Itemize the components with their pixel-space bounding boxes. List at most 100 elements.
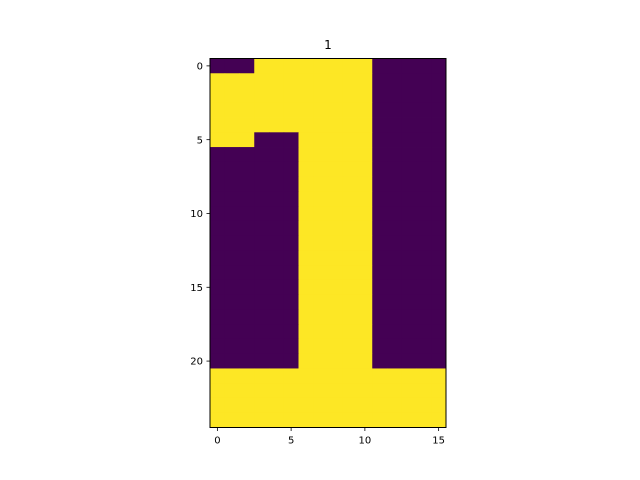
- heatmap-cell: [313, 117, 329, 133]
- heatmap-cell: [239, 279, 255, 296]
- heatmap-cell: [387, 338, 403, 355]
- heatmap-cell: [401, 397, 417, 414]
- heatmap-cell: [283, 176, 299, 192]
- heatmap-cell: [357, 161, 373, 177]
- heatmap-cell: [401, 383, 417, 399]
- heatmap-cell: [431, 412, 447, 428]
- heatmap-cell: [298, 147, 314, 163]
- heatmap-cell: [387, 132, 403, 148]
- heatmap-cell: [416, 132, 432, 148]
- heatmap-cell: [401, 235, 417, 251]
- heatmap-cell: [357, 191, 373, 207]
- heatmap-cell: [269, 397, 285, 414]
- heatmap-cell: [269, 412, 285, 428]
- heatmap-cell: [387, 324, 403, 340]
- heatmap-cell: [239, 265, 255, 281]
- heatmap-cell: [431, 102, 447, 118]
- heatmap-cell: [254, 132, 270, 148]
- heatmap-cell: [224, 161, 240, 177]
- heatmap-cell: [269, 102, 285, 118]
- heatmap-cell: [401, 147, 417, 163]
- heatmap-cell: [239, 132, 255, 148]
- heatmap-cell: [254, 235, 270, 251]
- heatmap-cell: [357, 250, 373, 266]
- heatmap-cell: [298, 412, 314, 428]
- heatmap-cell: [372, 294, 388, 310]
- heatmap-cell: [313, 147, 329, 163]
- heatmap-cell: [372, 58, 388, 74]
- heatmap-cell: [328, 88, 344, 104]
- heatmap-cell: [372, 88, 388, 104]
- heatmap-cell: [313, 309, 329, 325]
- heatmap-cell: [283, 191, 299, 207]
- heatmap-cell: [298, 397, 314, 414]
- heatmap-cell: [357, 265, 373, 281]
- heatmap-cell: [342, 353, 358, 369]
- heatmap-cell: [387, 294, 403, 310]
- heatmap-cell: [313, 338, 329, 355]
- heatmap-cell: [401, 206, 417, 222]
- heatmap-cell: [254, 324, 270, 340]
- heatmap-cell: [387, 250, 403, 266]
- heatmap-cell: [416, 235, 432, 251]
- heatmap-cell: [372, 206, 388, 222]
- heatmap-cell: [431, 353, 447, 369]
- heatmap-cell: [431, 88, 447, 104]
- heatmap-cell: [210, 324, 226, 340]
- heatmap-cell: [401, 161, 417, 177]
- heatmap-cell: [283, 309, 299, 325]
- heatmap-cell: [269, 279, 285, 296]
- heatmap-cell: [431, 176, 447, 192]
- heatmap-cell: [224, 117, 240, 133]
- heatmap-cells: [210, 58, 447, 428]
- heatmap-cell: [342, 206, 358, 222]
- heatmap-cell: [269, 324, 285, 340]
- heatmap-cell: [298, 132, 314, 148]
- heatmap-cell: [269, 383, 285, 399]
- heatmap-cell: [416, 294, 432, 310]
- heatmap-cell: [254, 397, 270, 414]
- heatmap-cell: [387, 117, 403, 133]
- heatmap-cell: [416, 161, 432, 177]
- heatmap-cell: [210, 161, 226, 177]
- axes-frame: [209, 58, 447, 428]
- heatmap-cell: [431, 368, 447, 384]
- heatmap-cell: [239, 294, 255, 310]
- heatmap-cell: [224, 265, 240, 281]
- heatmap-cell: [224, 206, 240, 222]
- heatmap-cell: [283, 88, 299, 104]
- heatmap-cell: [387, 383, 403, 399]
- heatmap-cell: [387, 309, 403, 325]
- heatmap-cell: [431, 338, 447, 355]
- heatmap-cell: [298, 161, 314, 177]
- heatmap-cell: [372, 73, 388, 89]
- heatmap-cell: [210, 353, 226, 369]
- heatmap-cell: [254, 309, 270, 325]
- heatmap-cell: [224, 309, 240, 325]
- heatmap-cell: [431, 397, 447, 414]
- heatmap-cell: [387, 220, 403, 237]
- heatmap-cell: [416, 353, 432, 369]
- heatmap-cell: [239, 324, 255, 340]
- heatmap-cell: [342, 102, 358, 118]
- heatmap-cell: [328, 309, 344, 325]
- heatmap-cell: [431, 309, 447, 325]
- heatmap-cell: [224, 220, 240, 237]
- y-tick-label: 20: [190, 357, 203, 368]
- heatmap-cell: [283, 147, 299, 163]
- heatmap-cell: [210, 176, 226, 192]
- heatmap-cell: [313, 265, 329, 281]
- heatmap-cell: [387, 397, 403, 414]
- heatmap-cell: [298, 88, 314, 104]
- heatmap-cell: [239, 161, 255, 177]
- heatmap-cell: [416, 117, 432, 133]
- heatmap-cell: [328, 338, 344, 355]
- heatmap-cell: [387, 206, 403, 222]
- heatmap-cell: [372, 338, 388, 355]
- heatmap-cell: [342, 250, 358, 266]
- heatmap-cell: [357, 324, 373, 340]
- heatmap-cell: [298, 294, 314, 310]
- heatmap-cell: [431, 383, 447, 399]
- heatmap-cell: [313, 206, 329, 222]
- heatmap-cell: [239, 176, 255, 192]
